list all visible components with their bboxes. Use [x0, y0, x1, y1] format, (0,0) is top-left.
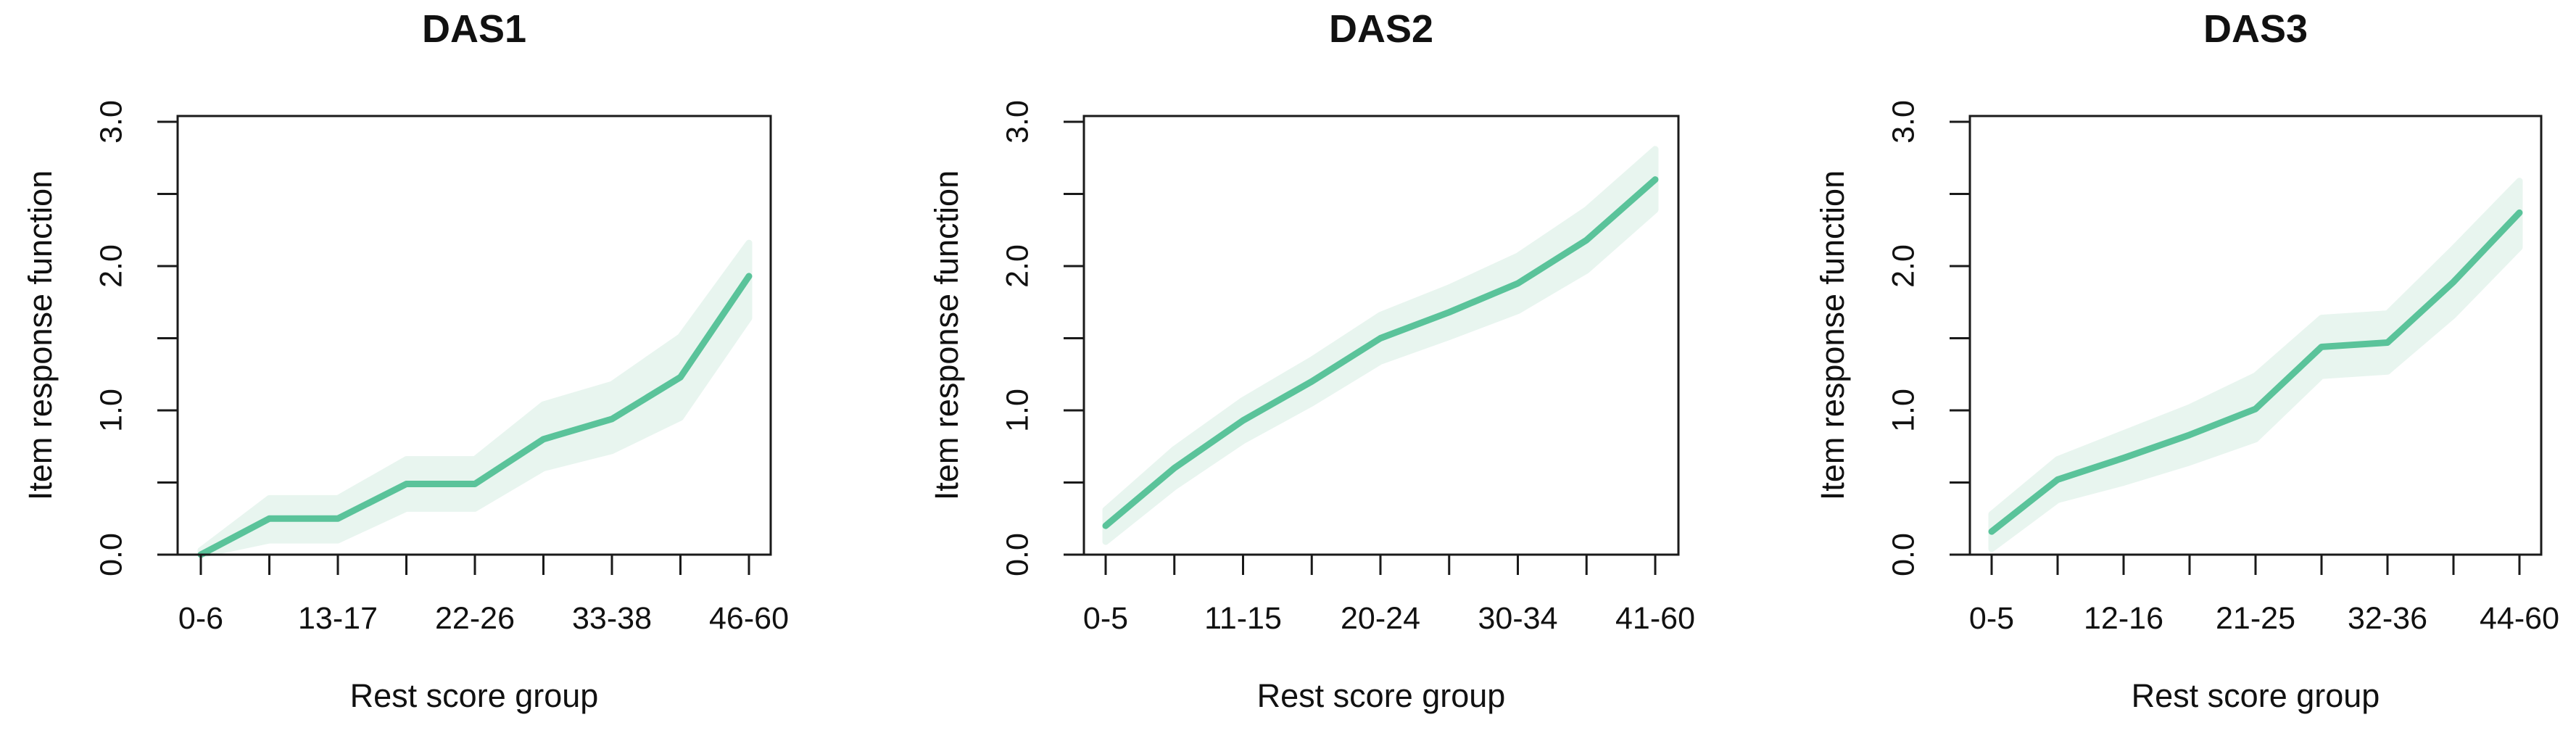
x-tick-label: 41-60	[1615, 601, 1695, 636]
x-tick-label: 12-16	[2084, 601, 2163, 636]
y-tick-label: 2.0	[94, 244, 128, 288]
y-tick-label: 1.0	[1000, 389, 1035, 432]
x-tick-label: 0-5	[1083, 601, 1128, 636]
y-tick-label: 2.0	[1886, 244, 1921, 288]
irf-line	[197, 273, 753, 558]
panel-title: DAS1	[422, 7, 526, 51]
x-axis-title: Rest score group	[350, 677, 599, 714]
x-tick-label: 22-26	[435, 601, 515, 636]
y-tick-label: 0.0	[94, 533, 128, 576]
x-tick-label: 33-38	[572, 601, 652, 636]
x-axis-title: Rest score group	[1257, 677, 1506, 714]
chart-panel-das1: 0.0 1.0 2.0 3.0 0-6 13-17 22-26 33-38 46-60 DAS1 R…	[22, 7, 789, 714]
y-tick-label: 0.0	[1000, 533, 1035, 576]
chart-panel-das2: 0.0 1.0 2.0 3.0 0-5 11-15 20-24 30-34 41-60 DAS2 R…	[928, 7, 1695, 714]
x-tick-label: 30-34	[1478, 601, 1558, 636]
y-tick-label: 3.0	[1886, 100, 1921, 144]
x-tick-label: 20-24	[1341, 601, 1420, 636]
x-tick-label: 44-60	[2480, 601, 2559, 636]
y-axis-title: Item response function	[928, 170, 965, 500]
x-axis-title: Rest score group	[2132, 677, 2380, 714]
confidence-band	[1102, 146, 1659, 545]
x-tick-label: 46-60	[709, 601, 789, 636]
x-tick-label: 13-17	[298, 601, 378, 636]
x-tick-label: 0-6	[178, 601, 223, 636]
y-axis-title: Item response function	[22, 170, 59, 500]
chart-panel-das3: 0.0 1.0 2.0 3.0 0-5 12-16 21-25 32-36 44-60 DAS3 R…	[1814, 7, 2559, 714]
y-tick-label: 1.0	[1886, 389, 1921, 432]
x-tick-label: 0-5	[1969, 601, 2014, 636]
y-tick-label: 3.0	[1000, 100, 1035, 144]
y-tick-label: 0.0	[1886, 533, 1921, 576]
x-tick-label: 11-15	[1204, 601, 1282, 636]
y-tick-label: 1.0	[94, 389, 128, 432]
x-tick-label: 32-36	[2348, 601, 2427, 636]
x-tick-label: 21-25	[2216, 601, 2295, 636]
irf-line	[1102, 176, 1659, 529]
y-tick-label: 3.0	[94, 100, 128, 144]
y-tick-label: 2.0	[1000, 244, 1035, 288]
irf-line	[1988, 209, 2523, 535]
panel-title: DAS3	[2203, 7, 2308, 51]
y-axis-title: Item response function	[1814, 170, 1851, 500]
panel-title: DAS2	[1329, 7, 1433, 51]
